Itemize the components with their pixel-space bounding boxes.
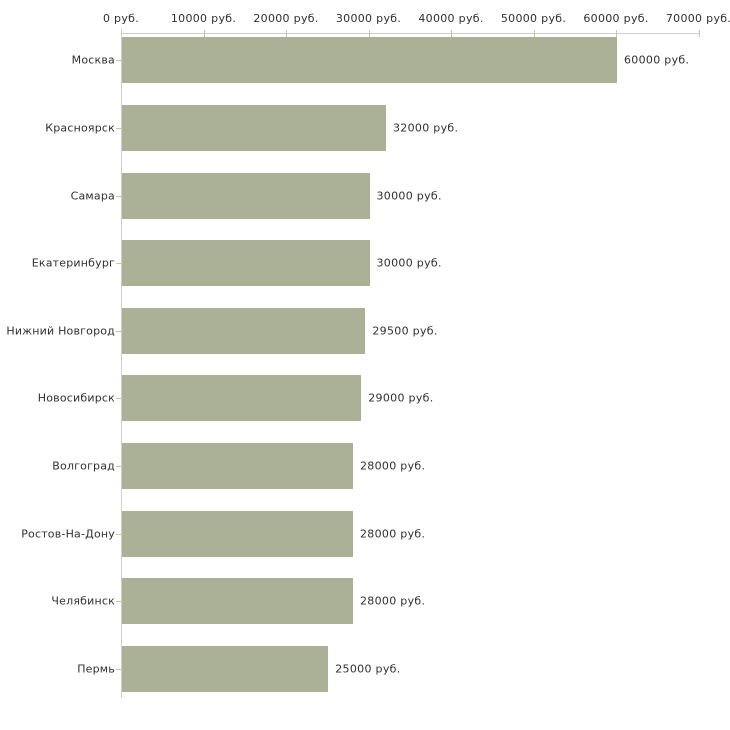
bar	[122, 105, 386, 151]
category-label: Красноярск	[45, 121, 115, 135]
value-label: 28000 руб.	[360, 527, 426, 541]
x-tick	[698, 30, 700, 37]
y-axis-line	[121, 29, 122, 698]
x-tick-label: 0 руб.	[102, 12, 140, 25]
y-tick	[116, 669, 121, 670]
value-label: 32000 руб.	[393, 121, 459, 135]
y-tick	[116, 398, 121, 399]
y-tick	[116, 331, 121, 332]
x-tick	[616, 30, 617, 37]
value-label: 30000 руб.	[376, 189, 442, 203]
x-tick-label: 30000 руб.	[335, 12, 402, 25]
category-label: Нижний Новгород	[6, 324, 115, 338]
y-tick	[116, 601, 121, 602]
bar	[122, 510, 353, 557]
y-tick	[116, 60, 121, 61]
bar	[122, 443, 353, 489]
category-label: Волгоград	[52, 459, 115, 473]
category-label: Самара	[70, 189, 115, 203]
category-label: Ростов-На-Дону	[21, 527, 115, 541]
x-tick-label: 60000 руб.	[583, 12, 649, 25]
x-tick-label: 50000 руб.	[500, 12, 567, 25]
y-tick	[116, 128, 121, 129]
x-tick	[286, 30, 287, 37]
bar	[122, 240, 370, 287]
x-tick	[533, 30, 535, 37]
y-tick	[116, 196, 121, 197]
bar	[122, 578, 353, 625]
category-label: Челябинск	[51, 594, 115, 608]
x-tick-label: 40000 руб.	[418, 12, 484, 25]
bar	[122, 375, 362, 422]
x-tick-label: 10000 руб.	[170, 12, 237, 25]
category-label: Пермь	[77, 662, 115, 676]
x-tick	[368, 30, 370, 37]
value-label: 25000 руб.	[335, 662, 401, 676]
bar	[122, 645, 329, 692]
y-tick	[116, 466, 121, 467]
value-label: 28000 руб.	[360, 594, 426, 608]
bar	[122, 307, 366, 354]
value-label: 60000 руб.	[624, 53, 690, 67]
value-label: 29500 руб.	[372, 324, 438, 338]
x-axis-line	[121, 33, 700, 34]
value-label: 29000 руб.	[368, 391, 434, 405]
category-label: Новосибирск	[37, 391, 115, 405]
value-label: 28000 руб.	[360, 459, 426, 473]
category-label: Екатеринбург	[31, 256, 115, 270]
x-tick-label: 70000 руб.	[665, 12, 730, 25]
x-tick-label: 20000 руб.	[253, 12, 319, 25]
value-label: 30000 руб.	[376, 256, 442, 270]
category-label: Москва	[71, 53, 115, 67]
x-tick	[203, 30, 205, 37]
bar	[122, 37, 617, 84]
bar	[122, 172, 370, 219]
y-tick	[116, 263, 121, 264]
y-tick	[116, 534, 121, 535]
x-tick	[451, 30, 452, 37]
